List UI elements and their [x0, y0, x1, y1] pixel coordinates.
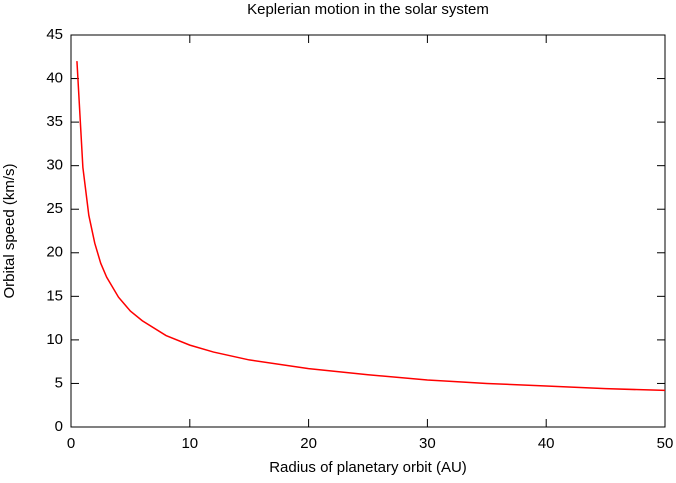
y-tick-label: 0 [55, 418, 63, 435]
y-tick-label: 45 [46, 26, 63, 43]
x-tick-label: 50 [657, 435, 674, 452]
y-tick-label: 35 [46, 113, 63, 130]
y-tick-label: 20 [46, 244, 63, 261]
y-tick-label: 10 [46, 331, 63, 348]
y-tick-label: 25 [46, 200, 63, 217]
chart-title: Keplerian motion in the solar system [247, 1, 489, 18]
y-tick-label: 15 [46, 287, 63, 304]
x-tick-label: 10 [181, 435, 198, 452]
y-tick-label: 5 [55, 374, 63, 391]
y-tick-label: 40 [46, 70, 63, 87]
data-line [76, 61, 666, 392]
x-tick-label: 40 [538, 435, 555, 452]
x-tick-label: 20 [300, 435, 317, 452]
x-tick-label: 0 [67, 435, 75, 452]
x-axis-label: Radius of planetary orbit (AU) [269, 459, 467, 476]
plot-frame [70, 34, 666, 428]
x-tick-label: 30 [419, 435, 436, 452]
y-tick-label: 30 [46, 157, 63, 174]
y-axis-label: Orbital speed (km/s) [1, 163, 18, 298]
